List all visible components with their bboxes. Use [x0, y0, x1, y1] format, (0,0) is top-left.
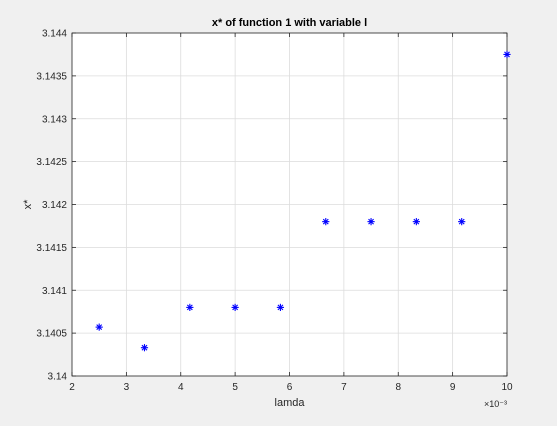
y-axis-label: x*	[22, 199, 34, 210]
x-tick-label: 7	[341, 382, 347, 393]
data-point	[141, 344, 148, 351]
x-axis-exponent: ×10⁻³	[484, 399, 507, 409]
data-point	[186, 304, 193, 311]
y-tick-label: 3.142	[42, 200, 67, 211]
x-tick-labels: 2 3 4 5 6 7 8 9 10	[69, 382, 513, 393]
y-tick-label: 3.1435	[36, 71, 67, 82]
y-tick-label: 3.143	[42, 114, 67, 125]
x-tick-label: 3	[124, 382, 130, 393]
data-point	[232, 304, 239, 311]
x-axis-label: lamda	[275, 397, 306, 409]
x-tick-label: 9	[450, 382, 456, 393]
x-tick-label: 5	[232, 382, 238, 393]
y-tick-label: 3.1425	[36, 157, 67, 168]
y-tick-label: 3.144	[42, 29, 67, 40]
y-tick-labels: 3.14 3.1405 3.141 3.1415 3.142 3.1425 3.143 3.1…	[36, 29, 67, 383]
y-tick-label: 3.1415	[36, 243, 67, 254]
y-tick-label: 3.141	[42, 286, 67, 297]
x-tick-label: 2	[69, 382, 75, 393]
x-tick-label: 8	[395, 382, 401, 393]
chart-title: x* of function 1 with variable l	[212, 17, 367, 29]
x-tick-label: 6	[287, 382, 293, 393]
y-tick-label: 3.14	[48, 372, 68, 383]
x-tick-label: 4	[178, 382, 184, 393]
y-tick-label: 3.1405	[36, 329, 67, 340]
x-tick-label: 10	[501, 382, 513, 393]
